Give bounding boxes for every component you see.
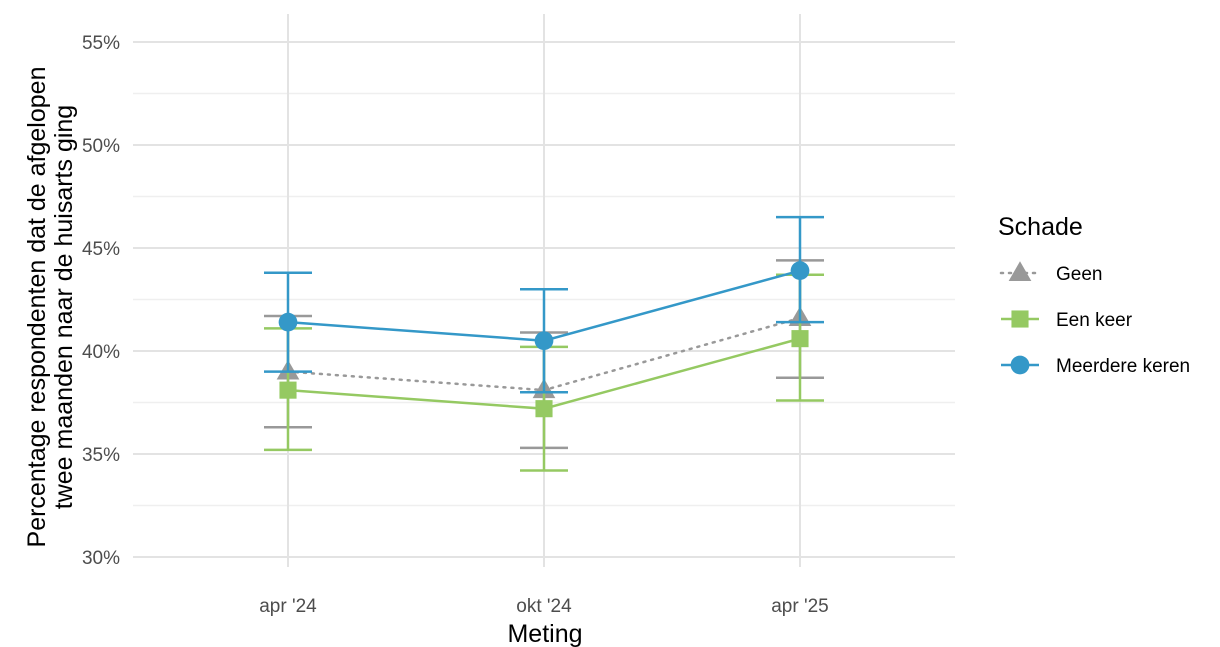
y-tick-label: 55% <box>82 33 120 54</box>
legend-label: Geen <box>1056 264 1102 285</box>
series-layer <box>264 215 824 472</box>
legend-item: Geen <box>999 261 1102 285</box>
y-tick-label: 35% <box>82 445 120 466</box>
x-tick-label: apr '24 <box>259 596 317 617</box>
legend-item: Meerdere keren <box>1001 355 1190 377</box>
data-point <box>791 330 809 348</box>
x-tick-labels: apr '24 okt '24 apr '25 <box>259 596 829 617</box>
legend-marker <box>1008 261 1032 281</box>
legend-label: Een keer <box>1056 310 1133 331</box>
y-tick-label: 30% <box>82 548 120 569</box>
x-tick-label: okt '24 <box>516 596 572 617</box>
y-tick-labels: 30% 35% 40% 45% 50% 55% <box>82 33 120 569</box>
legend-title: Schade <box>998 213 1083 241</box>
data-point <box>535 400 553 418</box>
legend-marker <box>1010 355 1030 375</box>
data-point <box>534 331 554 351</box>
data-point <box>790 261 810 281</box>
legend-marker <box>1011 310 1029 328</box>
legend-label: Meerdere keren <box>1056 356 1190 377</box>
series-een-keer <box>264 273 824 472</box>
y-axis-title: Percentage respondenten dat de afgelopen… <box>23 67 78 548</box>
y-axis-title-line-1: Percentage respondenten dat de afgelopen <box>23 67 51 548</box>
y-tick-label: 50% <box>82 136 120 157</box>
y-axis-title-line-2: twee maanden naar de huisarts ging <box>50 105 78 509</box>
x-tick-label: apr '25 <box>771 596 829 617</box>
series-meerdere-keren <box>264 215 824 394</box>
y-tick-label: 45% <box>82 239 120 260</box>
legend: Schade Geen Een keer Meerdere keren <box>998 213 1190 377</box>
y-tick-label: 40% <box>82 342 120 363</box>
x-axis-title: Meting <box>507 620 582 647</box>
legend-item: Een keer <box>1001 310 1133 331</box>
data-point <box>278 312 298 332</box>
data-point <box>279 381 297 399</box>
